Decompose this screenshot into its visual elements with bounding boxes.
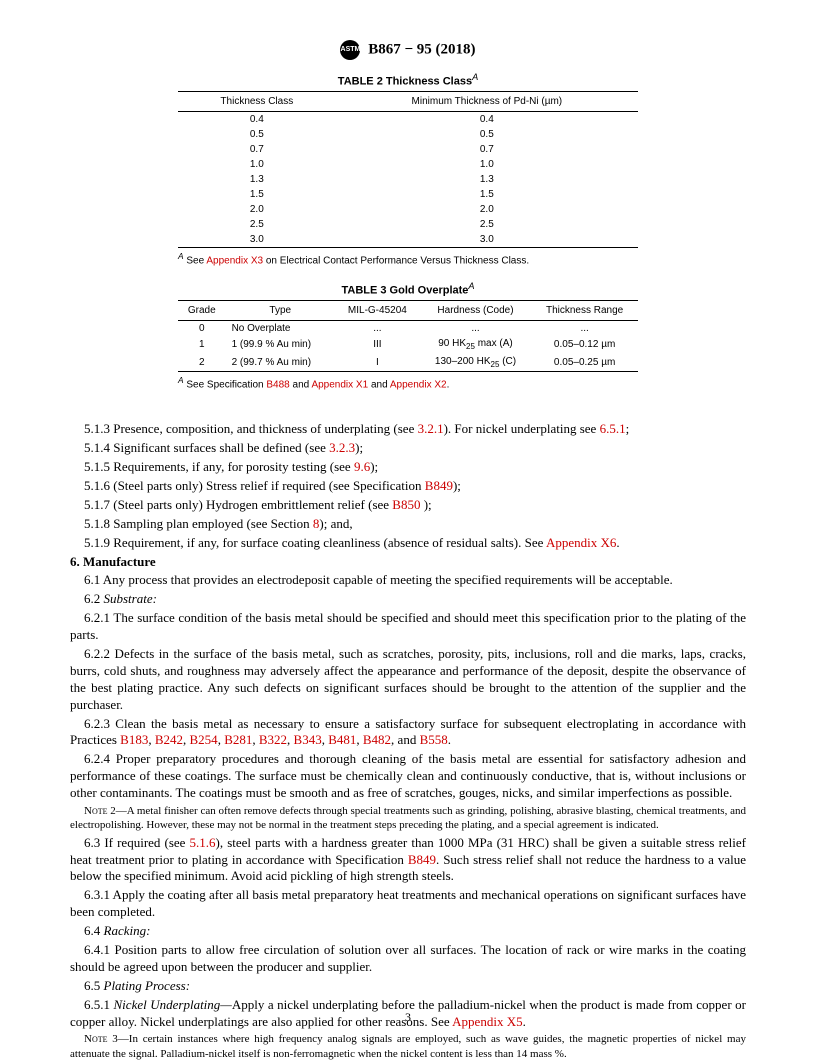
table2: Thickness Class Minimum Thickness of Pd-… bbox=[178, 91, 638, 248]
table3-title: TABLE 3 Gold OverplateA bbox=[70, 281, 746, 298]
table-cell: ... bbox=[531, 321, 638, 337]
table-cell: III bbox=[335, 336, 420, 353]
link-b481[interactable]: B481 bbox=[328, 732, 356, 747]
table-cell: 130–200 HK25 (C) bbox=[420, 354, 531, 372]
link-b482[interactable]: B482 bbox=[363, 732, 391, 747]
table2-col1: Thickness Class bbox=[178, 91, 336, 111]
link-b850[interactable]: B850 bbox=[392, 497, 420, 512]
link-9-6[interactable]: 9.6 bbox=[354, 459, 370, 474]
table-cell: 2.0 bbox=[336, 202, 638, 217]
link-b849a[interactable]: B849 bbox=[425, 478, 453, 493]
table-cell: 2.0 bbox=[178, 202, 336, 217]
designation: B867 − 95 (2018) bbox=[368, 41, 475, 57]
note-3: Note 3—In certain instances where high f… bbox=[70, 1032, 746, 1061]
table-cell: 0 bbox=[178, 321, 226, 337]
table-cell: 90 HK25 max (A) bbox=[420, 336, 531, 353]
table3: GradeTypeMIL-G-45204Hardness (Code)Thick… bbox=[178, 300, 638, 372]
table-cell: 0.7 bbox=[336, 142, 638, 157]
link-5-1-6[interactable]: 5.1.6 bbox=[190, 835, 216, 850]
table2-footnote: A See Appendix X3 on Electrical Contact … bbox=[178, 251, 638, 267]
link-appendix-x3[interactable]: Appendix X3 bbox=[206, 255, 263, 266]
table-cell: 0.4 bbox=[336, 111, 638, 127]
link-6-5-1[interactable]: 6.5.1 bbox=[600, 421, 626, 436]
table-cell: 3.0 bbox=[178, 232, 336, 248]
note-2: Note 2—A metal finisher can often remove… bbox=[70, 804, 746, 833]
table-header: Thickness Range bbox=[531, 301, 638, 321]
table-cell: 0.5 bbox=[178, 127, 336, 142]
table-cell: 1.5 bbox=[336, 187, 638, 202]
link-b322[interactable]: B322 bbox=[259, 732, 287, 747]
link-b488[interactable]: B488 bbox=[266, 379, 289, 390]
link-b343[interactable]: B343 bbox=[294, 732, 322, 747]
table-cell: 1.3 bbox=[336, 172, 638, 187]
table-cell: 1.5 bbox=[178, 187, 336, 202]
link-b254[interactable]: B254 bbox=[190, 732, 218, 747]
link-appendix-x6[interactable]: Appendix X6 bbox=[546, 535, 616, 550]
table-cell: 2 bbox=[178, 354, 226, 372]
table-cell: 3.0 bbox=[336, 232, 638, 248]
table-cell: 1.3 bbox=[178, 172, 336, 187]
table-cell: 0.05–0.12 µm bbox=[531, 336, 638, 353]
page-number: 3 bbox=[0, 1010, 816, 1026]
astm-logo: ASTM bbox=[340, 40, 360, 60]
table-cell: 2 (99.7 % Au min) bbox=[226, 354, 335, 372]
table2-col2: Minimum Thickness of Pd-Ni (µm) bbox=[336, 91, 638, 111]
table-cell: 0.7 bbox=[178, 142, 336, 157]
table-cell: 1 bbox=[178, 336, 226, 353]
table3-footnote: A See Specification B488 and Appendix X1… bbox=[178, 375, 638, 391]
table-cell: 0.4 bbox=[178, 111, 336, 127]
table-header: Type bbox=[226, 301, 335, 321]
link-3-2-3[interactable]: 3.2.3 bbox=[329, 440, 355, 455]
table-cell: 0.5 bbox=[336, 127, 638, 142]
table-cell: No Overplate bbox=[226, 321, 335, 337]
table-cell: 2.5 bbox=[336, 217, 638, 232]
link-3-2-1[interactable]: 3.2.1 bbox=[418, 421, 444, 436]
table-cell: 2.5 bbox=[178, 217, 336, 232]
link-b242[interactable]: B242 bbox=[155, 732, 183, 747]
link-appendix-x2[interactable]: Appendix X2 bbox=[390, 379, 447, 390]
body-text: 5.1.3 Presence, composition, and thickne… bbox=[70, 421, 746, 1061]
table-cell: 1.0 bbox=[178, 157, 336, 172]
table-cell: 1 (99.9 % Au min) bbox=[226, 336, 335, 353]
table-cell: 1.0 bbox=[336, 157, 638, 172]
table-header: Grade bbox=[178, 301, 226, 321]
table-cell: ... bbox=[420, 321, 531, 337]
section-6-head: 6. Manufacture bbox=[70, 554, 746, 571]
link-b558[interactable]: B558 bbox=[420, 732, 448, 747]
link-b849b[interactable]: B849 bbox=[408, 852, 436, 867]
page-header: ASTM B867 − 95 (2018) bbox=[70, 40, 746, 60]
table-cell: I bbox=[335, 354, 420, 372]
link-appendix-x1[interactable]: Appendix X1 bbox=[311, 379, 368, 390]
link-b183[interactable]: B183 bbox=[120, 732, 148, 747]
table-header: MIL-G-45204 bbox=[335, 301, 420, 321]
table-cell: 0.05–0.25 µm bbox=[531, 354, 638, 372]
table-header: Hardness (Code) bbox=[420, 301, 531, 321]
table-cell: ... bbox=[335, 321, 420, 337]
table2-title: TABLE 2 Thickness ClassA bbox=[70, 72, 746, 89]
link-b281[interactable]: B281 bbox=[224, 732, 252, 747]
